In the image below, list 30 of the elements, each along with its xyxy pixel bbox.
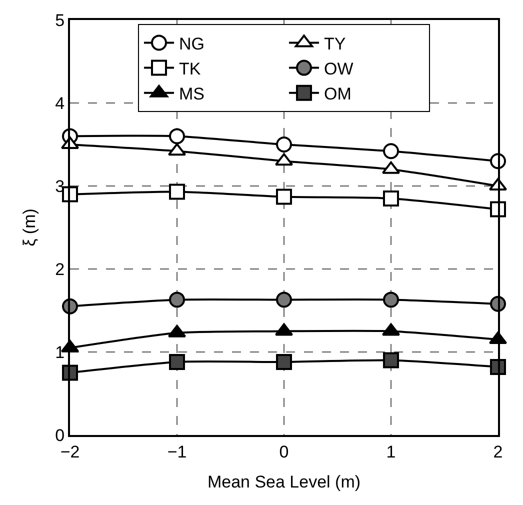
point <box>276 292 292 308</box>
legend-label: TK <box>179 59 202 78</box>
legend-label: MS <box>179 84 204 104</box>
x-tick-label: 2 <box>493 442 503 462</box>
x-tick-label: −1 <box>167 442 187 462</box>
x-tick-label: 1 <box>386 442 396 462</box>
y-tick-label: 4 <box>55 94 65 113</box>
point <box>383 352 399 368</box>
x-axis-title: Mean Sea Level (m) <box>207 472 361 492</box>
y-tick-label: 1 <box>55 342 65 362</box>
point <box>383 143 399 160</box>
point <box>169 354 185 370</box>
legend-label: OM <box>324 84 352 104</box>
x-tick-label: −2 <box>60 442 80 462</box>
point <box>169 292 185 308</box>
y-tick-label: 5 <box>55 10 65 30</box>
x-tick-label: 0 <box>279 442 289 462</box>
point <box>383 190 399 206</box>
legend-label: NG <box>179 34 204 54</box>
point <box>276 188 292 205</box>
point <box>169 128 185 144</box>
legend-label: TY <box>324 34 346 54</box>
legend-label: OW <box>324 59 354 78</box>
point <box>276 136 292 152</box>
y-axis-title: ξ (m) <box>20 208 40 246</box>
point <box>276 354 292 370</box>
point <box>169 184 185 200</box>
point <box>383 292 399 308</box>
y-tick-label: 0 <box>55 426 65 445</box>
y-tick-label: 2 <box>55 260 65 279</box>
